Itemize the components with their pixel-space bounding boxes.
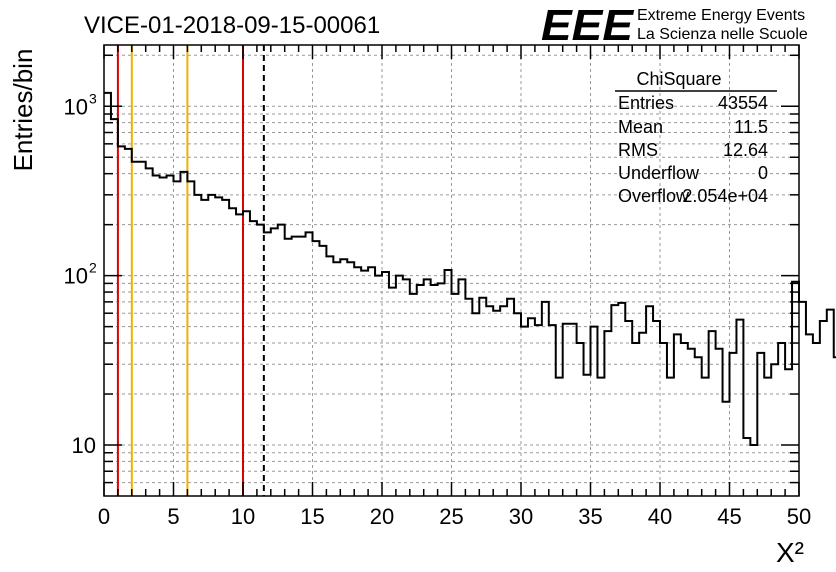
eee-logo: EEE Extreme Energy Events La Scienza nel… — [541, 1, 808, 50]
x-tick-label: 50 — [787, 504, 811, 529]
stats-row-value: 43554 — [718, 93, 768, 113]
x-tick-label: 20 — [370, 504, 394, 529]
logo-line-2: La Scienza nelle Scuole — [637, 26, 808, 43]
x-tick-labels: 0 5 10 15 20 25 30 35 40 45 50 — [98, 504, 811, 529]
cut-lines — [116, 45, 265, 496]
grid-lines — [104, 45, 799, 496]
stats-row-value: 2.054e+04 — [682, 186, 768, 206]
stats-row-label: Underflow — [618, 163, 700, 183]
stats-row-value: 0 — [758, 163, 768, 183]
x-tick-label: 25 — [439, 504, 463, 529]
y-tick-exponent: 3 — [89, 90, 97, 106]
stats-title: ChiSquare — [636, 69, 721, 89]
y-axis-label: Entries/bin — [8, 49, 38, 172]
stats-row-label: RMS — [618, 140, 658, 160]
x-tick-label: 35 — [578, 504, 602, 529]
stats-box: ChiSquare Entries 43554 Mean 11.5 RMS 12… — [615, 69, 777, 206]
x-tick-label: 40 — [648, 504, 672, 529]
y-tick-exponent: 2 — [89, 260, 97, 276]
eee-logo-mark: EEE — [541, 1, 635, 50]
stats-row-value: 11.5 — [734, 117, 768, 137]
y-tick-label: 10 — [72, 433, 96, 458]
x-tick-label: 15 — [300, 504, 324, 529]
x-tick-label: 0 — [98, 504, 110, 529]
chart-title: VICE-01-2018-09-15-00061 — [84, 12, 380, 39]
x-tick-label: 10 — [231, 504, 255, 529]
axis-ticks — [103, 45, 800, 496]
x-tick-label: 5 — [167, 504, 179, 529]
y-tick-label: 10 — [64, 264, 88, 289]
logo-line-1: Extreme Energy Events — [637, 7, 805, 24]
y-tick-label: 10 — [64, 94, 88, 119]
x-tick-label: 30 — [509, 504, 533, 529]
stats-row-value: 12.64 — [723, 140, 768, 160]
stats-row-label: Overflow — [618, 186, 690, 206]
stats-row-label: Mean — [618, 117, 663, 137]
stats-row-label: Entries — [618, 93, 674, 113]
x-axis-label: X² — [776, 537, 804, 568]
x-tick-label: 45 — [717, 504, 741, 529]
